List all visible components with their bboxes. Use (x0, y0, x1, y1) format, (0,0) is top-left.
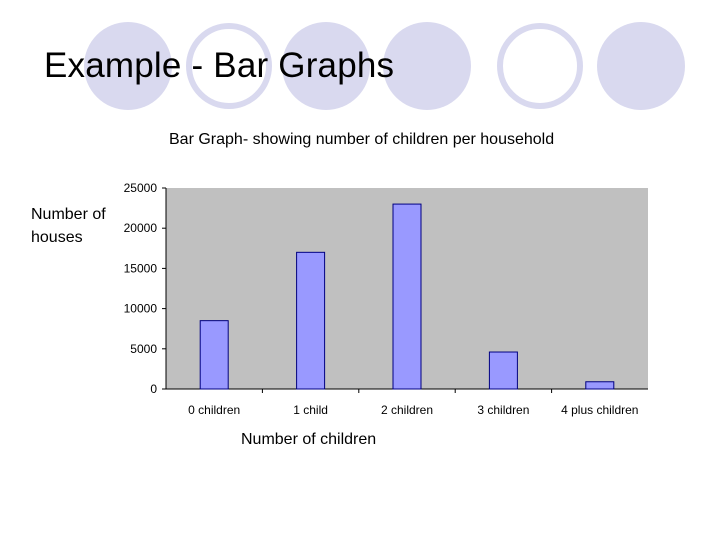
x-axis-title: Number of children (241, 431, 377, 448)
decor-circle-5 (497, 23, 583, 109)
y-tick-label: 10000 (124, 302, 158, 316)
bar (488, 351, 518, 390)
x-tick-label: 2 children (381, 403, 433, 417)
bar (585, 381, 615, 390)
decor-circle-1 (84, 22, 172, 110)
decor-circle-2 (186, 23, 272, 109)
bar (199, 320, 229, 390)
y-tick-label: 15000 (124, 261, 158, 275)
bar (296, 251, 326, 390)
chart-title: Bar Graph- showing number of children pe… (169, 131, 555, 148)
decor-circle-4 (383, 22, 471, 110)
x-tick-label: 0 children (188, 403, 240, 417)
decor-circle-6 (597, 22, 685, 110)
x-tick-label: 3 children (477, 403, 529, 417)
y-tick-label: 0 (150, 382, 157, 396)
decorative-circles (84, 22, 685, 110)
y-tick-label: 20000 (124, 221, 158, 235)
y-axis-title: Number of houses (31, 206, 106, 246)
decor-circle-3 (282, 22, 370, 110)
y-tick-label: 25000 (124, 181, 158, 195)
x-tick-label: 1 child (293, 403, 328, 417)
bar (392, 203, 422, 390)
x-tick-label: 4 plus children (561, 403, 638, 417)
y-tick-label: 5000 (130, 342, 157, 356)
slide-title: Example - Bar Graphs (44, 46, 395, 85)
